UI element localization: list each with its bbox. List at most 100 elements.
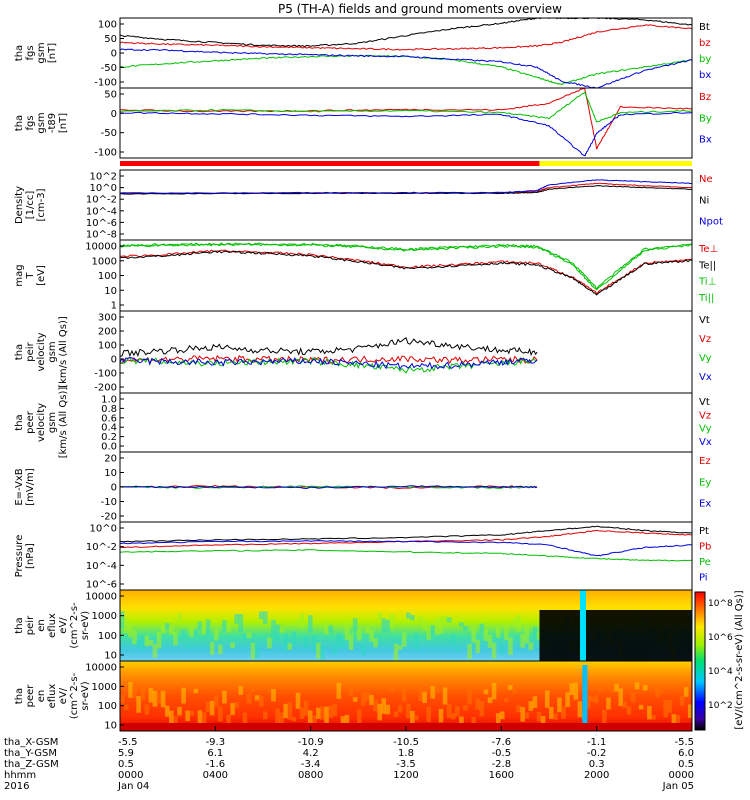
spectrogram-cell xyxy=(348,688,354,697)
chart-title: P5 (TH-A) fields and ground moments over… xyxy=(278,2,562,16)
spectrogram-cell xyxy=(120,611,125,629)
y-tick-label: 10000 xyxy=(85,592,117,603)
spectrogram-cell xyxy=(307,615,313,633)
ephemeris-value: 0000 xyxy=(669,770,694,781)
spectrogram-cell xyxy=(544,690,550,708)
spectrogram-cell xyxy=(455,646,460,652)
spectrogram-cell xyxy=(295,619,301,627)
y-axis-label: velocity xyxy=(36,403,47,442)
legend-entry: Npot xyxy=(699,217,723,228)
y-axis-label: Pressure xyxy=(14,535,25,578)
spectrogram-cell xyxy=(438,616,444,634)
spectrogram-cell xyxy=(303,700,309,716)
spectrogram-cell xyxy=(679,695,685,706)
y-axis-label: en xyxy=(36,619,47,632)
ephemeris-value: 0.5 xyxy=(118,759,134,770)
spectrogram-cell xyxy=(463,705,468,711)
series-line-e-vxb-Ez xyxy=(120,484,538,490)
series-line-magt-Ti|| xyxy=(120,243,692,291)
spectrogram-cell xyxy=(140,682,146,701)
spectrogram-cell xyxy=(418,683,423,702)
spectrogram-cell xyxy=(532,626,538,637)
spectrogram-cell xyxy=(279,712,284,726)
series-line-fgs-gsm-t89-By xyxy=(120,91,692,123)
y-tick-label: 100 xyxy=(98,271,117,282)
spectrogram-cell xyxy=(598,682,603,692)
spectrogram-cell xyxy=(385,704,391,715)
series-line-fgs-gsm-t89-Bz xyxy=(120,88,692,150)
spectrogram-cell xyxy=(267,637,272,649)
y-axis-label: fgs xyxy=(25,115,36,130)
spectrogram-cell xyxy=(258,696,264,707)
spectrogram-cell xyxy=(299,707,305,719)
spectrogram-cell xyxy=(307,710,313,724)
y-tick-label: 50 xyxy=(104,90,117,101)
spectrogram-cell xyxy=(283,633,289,651)
spectrogram-cell xyxy=(406,703,411,719)
legend-entry: Pi xyxy=(699,573,708,584)
legend-entry: Ti⊥ xyxy=(698,277,716,288)
spectrogram-cell xyxy=(459,622,464,627)
y-tick-label: -20 xyxy=(101,512,117,523)
spectrogram-cell xyxy=(136,640,141,648)
spectrogram-cell xyxy=(479,700,485,717)
legend-entry: Bz xyxy=(699,92,711,103)
y-tick-label: 50 xyxy=(104,34,117,45)
spectrogram-cell xyxy=(442,687,448,705)
y-axis-label: eflux xyxy=(47,613,58,638)
y-axis-label: E=-VxB xyxy=(14,468,25,505)
legend-entry: Vx xyxy=(699,372,712,383)
ephemeris-value: 0.3 xyxy=(589,759,605,770)
mode-bar-fast-survey xyxy=(539,161,692,166)
ephemeris-value: -3.4 xyxy=(301,759,321,770)
spectrogram-cell xyxy=(234,701,239,709)
spectrogram-cell xyxy=(491,682,497,700)
series-line-e-vxb-Ex xyxy=(120,485,538,490)
ephemeris-value: -1.1 xyxy=(587,737,607,748)
spectrogram-cell xyxy=(475,639,481,653)
spectrogram-cell xyxy=(377,703,382,721)
spectrogram-cell xyxy=(230,642,235,649)
spectrogram-cell xyxy=(446,703,452,718)
y-axis-label: sr-eV) xyxy=(80,611,91,640)
y-tick-label: 10^0 xyxy=(90,183,117,194)
spectrogram-cell xyxy=(124,618,129,633)
ephemeris-row-label: tha_Z-GSM xyxy=(4,759,59,770)
legend-entry: Vt xyxy=(699,397,710,408)
y-tick-label: 10^-2 xyxy=(86,195,117,206)
y-axis-label: en xyxy=(36,690,47,703)
spectrogram-cell xyxy=(483,628,489,641)
spectrogram-cell xyxy=(369,629,374,642)
spectrogram-cell xyxy=(393,711,399,717)
y-tick-label: 1.0 xyxy=(101,395,117,406)
spectrogram-cell xyxy=(181,687,186,704)
y-tick-label: 1000 xyxy=(92,682,117,693)
panel-frame xyxy=(119,310,693,394)
ephemeris-value: 5.9 xyxy=(118,748,134,759)
ephemeris-value: Jan 04 xyxy=(117,781,149,792)
spectrogram-cell xyxy=(271,619,276,637)
spectrogram-cell xyxy=(279,628,284,633)
y-tick-label: 10000 xyxy=(85,663,117,674)
y-axis-label: (cm^2-s- xyxy=(69,602,80,649)
y-axis-label: peer xyxy=(25,410,36,434)
spectrogram-cell xyxy=(267,686,272,694)
y-axis-label: [km/s (All Qs)] xyxy=(58,387,69,459)
y-axis-label: tha xyxy=(14,414,25,430)
y-tick-label: 1000 xyxy=(92,611,117,622)
spectrogram-cell xyxy=(414,632,419,651)
spectrogram-cell xyxy=(397,705,403,713)
ephemeris-value: 4.2 xyxy=(303,748,319,759)
spectrogram-cell xyxy=(471,716,476,729)
y-axis-label: tha xyxy=(14,115,25,131)
spectrogram-cell xyxy=(410,615,415,621)
y-tick-label: 10 xyxy=(104,651,117,662)
spectrogram-cell xyxy=(320,706,325,720)
spectrogram-cell xyxy=(528,642,534,651)
legend-entry: Pe xyxy=(699,557,711,568)
y-tick-label: -200 xyxy=(94,383,117,394)
spectrogram-cell xyxy=(201,712,207,728)
spectrogram-cell xyxy=(303,636,309,648)
legend-entry: Vy xyxy=(699,424,712,435)
